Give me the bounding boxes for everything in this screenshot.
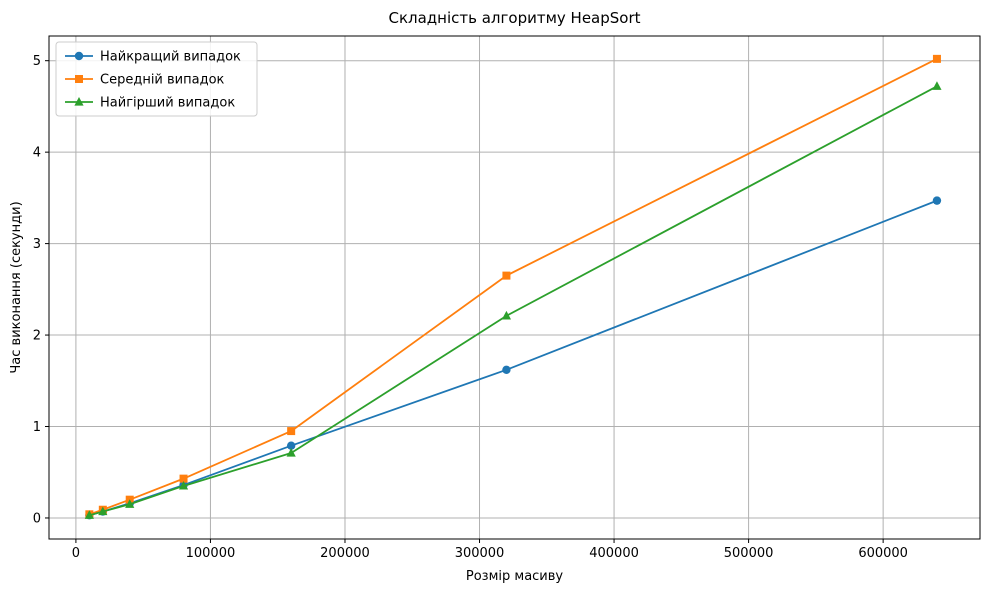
data-point	[179, 474, 188, 483]
legend-label: Найкращий випадок	[100, 50, 241, 65]
data-point	[932, 54, 941, 63]
data-point	[501, 310, 512, 320]
plot-frame	[48, 35, 981, 540]
y-tick-label: 1	[33, 420, 41, 435]
data-point	[84, 510, 94, 519]
y-tick-label: 3	[33, 237, 41, 252]
x-tick-label: 500000	[724, 546, 774, 561]
series-line	[89, 85, 938, 517]
y-tick-label: 4	[33, 146, 41, 161]
axis-ticks: 0 100000 200000 300000 400000 500000 600000 0 1 2…	[33, 54, 908, 561]
x-tick-label: 100000	[186, 546, 236, 561]
data-point	[932, 81, 942, 90]
y-axis-label: Час виконання (секунди)	[9, 201, 24, 373]
legend-marker	[74, 97, 84, 106]
data-point	[287, 427, 296, 436]
data-point	[98, 506, 108, 516]
chart-title: Складність алгоритму HeapSort	[388, 9, 640, 27]
x-tick-label: 300000	[455, 546, 505, 561]
legend-label: Середній випадок	[100, 73, 225, 88]
grid	[49, 36, 980, 539]
data-point	[502, 271, 511, 280]
legend-label: Найгірший випадок	[100, 96, 235, 111]
legend-item: Найкращий випадок	[65, 50, 241, 65]
y-tick-label: 5	[33, 54, 41, 69]
plot-series	[84, 54, 942, 520]
y-tick-label: 0	[33, 511, 41, 526]
data-point	[286, 448, 296, 457]
data-point	[125, 499, 135, 508]
x-tick-label: 0	[72, 546, 80, 561]
y-tick-label: 2	[33, 329, 41, 344]
legend-item: Найгірший випадок	[65, 96, 235, 111]
legend-item: Середній випадок	[65, 73, 225, 88]
legend-box	[55, 41, 258, 117]
legend-marker	[74, 51, 84, 61]
legend-marker	[75, 75, 83, 83]
series-3	[84, 81, 942, 519]
x-axis-label: Розмір масиву	[466, 569, 564, 584]
series-line	[89, 58, 938, 516]
data-point	[932, 196, 942, 205]
series-2	[85, 54, 941, 519]
data-point	[502, 365, 511, 375]
series-line	[89, 199, 938, 517]
series-1	[85, 196, 942, 520]
data-point	[178, 480, 189, 490]
legend: Найкращий випадок Середній випадок Найгірш…	[55, 41, 258, 117]
data-point	[286, 441, 296, 450]
x-tick-label: 200000	[320, 546, 370, 561]
x-tick-label: 600000	[858, 546, 908, 561]
x-tick-label: 400000	[589, 546, 639, 561]
